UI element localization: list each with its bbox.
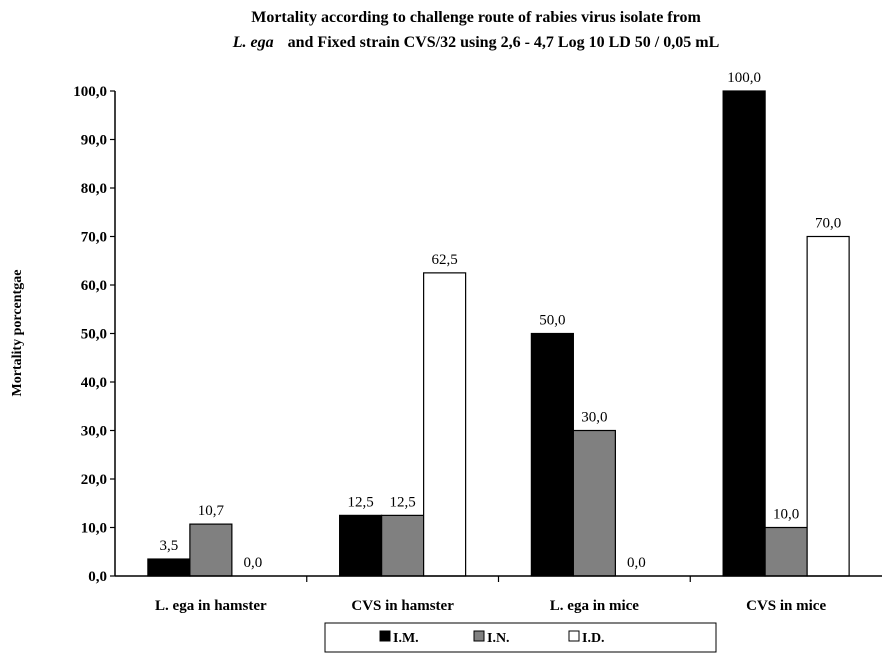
y-axis-label: Mortality porcentgae [10, 270, 25, 397]
data-label: 12,5 [390, 494, 416, 510]
data-label: 70,0 [815, 216, 841, 232]
y-tick-label: 0,0 [88, 569, 107, 585]
data-label: 50,0 [539, 313, 565, 329]
y-tick-label: 70,0 [81, 230, 107, 246]
data-label: 100,0 [727, 70, 761, 86]
data-label: 10,7 [198, 503, 225, 519]
data-label: 10,0 [773, 507, 799, 523]
legend-label: I.D. [582, 631, 605, 646]
legend-items: I.M. I.N. I.D. [379, 630, 605, 646]
y-tick-label: 80,0 [81, 181, 107, 197]
x-category-label: L. ega in hamster [155, 598, 267, 614]
chart-title-species: L. ega [232, 34, 274, 51]
y-tick-label: 30,0 [81, 424, 107, 440]
legend-swatch [473, 630, 485, 642]
data-label: 12,5 [348, 494, 374, 510]
y-tick-label: 40,0 [81, 375, 107, 391]
data-label: 62,5 [432, 252, 458, 268]
legend-swatch [379, 630, 391, 642]
legend-swatch [568, 630, 580, 642]
bar [147, 558, 191, 577]
legend-label: I.M. [393, 631, 419, 646]
bar [339, 514, 383, 577]
bar [572, 429, 616, 577]
y-tick-label: 60,0 [81, 278, 107, 294]
bar [423, 272, 467, 577]
data-label: 30,0 [581, 410, 607, 426]
bar [530, 332, 574, 577]
y-tick-label: 90,0 [81, 133, 107, 149]
bar [722, 90, 766, 577]
y-tick-label: 20,0 [81, 472, 107, 488]
x-category-label: CVS in mice [746, 598, 826, 614]
data-label: 3,5 [160, 538, 179, 554]
chart-title-line-1: Mortality according to challenge route o… [251, 9, 701, 26]
y-tick-label: 100,0 [73, 84, 107, 100]
chart-title-line-2: L. ega and Fixed strain CVS/32 using 2,6 … [232, 34, 719, 51]
chart-title-rest: and Fixed strain CVS/32 using 2,6 - 4,7 … [288, 34, 720, 51]
x-category-label: CVS in hamster [351, 598, 454, 614]
bar [806, 235, 850, 577]
x-category-label: L. ega in mice [550, 598, 639, 614]
legend-label: I.N. [487, 631, 510, 646]
bar [764, 526, 808, 577]
data-label: 0,0 [627, 555, 646, 571]
bar [381, 514, 425, 577]
y-tick-label: 10,0 [81, 521, 107, 537]
chart-marks: 0,0 10,0 20,0 30,0 40,0 50,0 60,0 70,0 80,0 90,0 1… [73, 70, 850, 614]
bar [189, 523, 233, 577]
legend: I.M. I.N. I.D. [324, 622, 717, 653]
y-tick-label: 50,0 [81, 327, 107, 343]
data-label: 0,0 [244, 555, 263, 571]
